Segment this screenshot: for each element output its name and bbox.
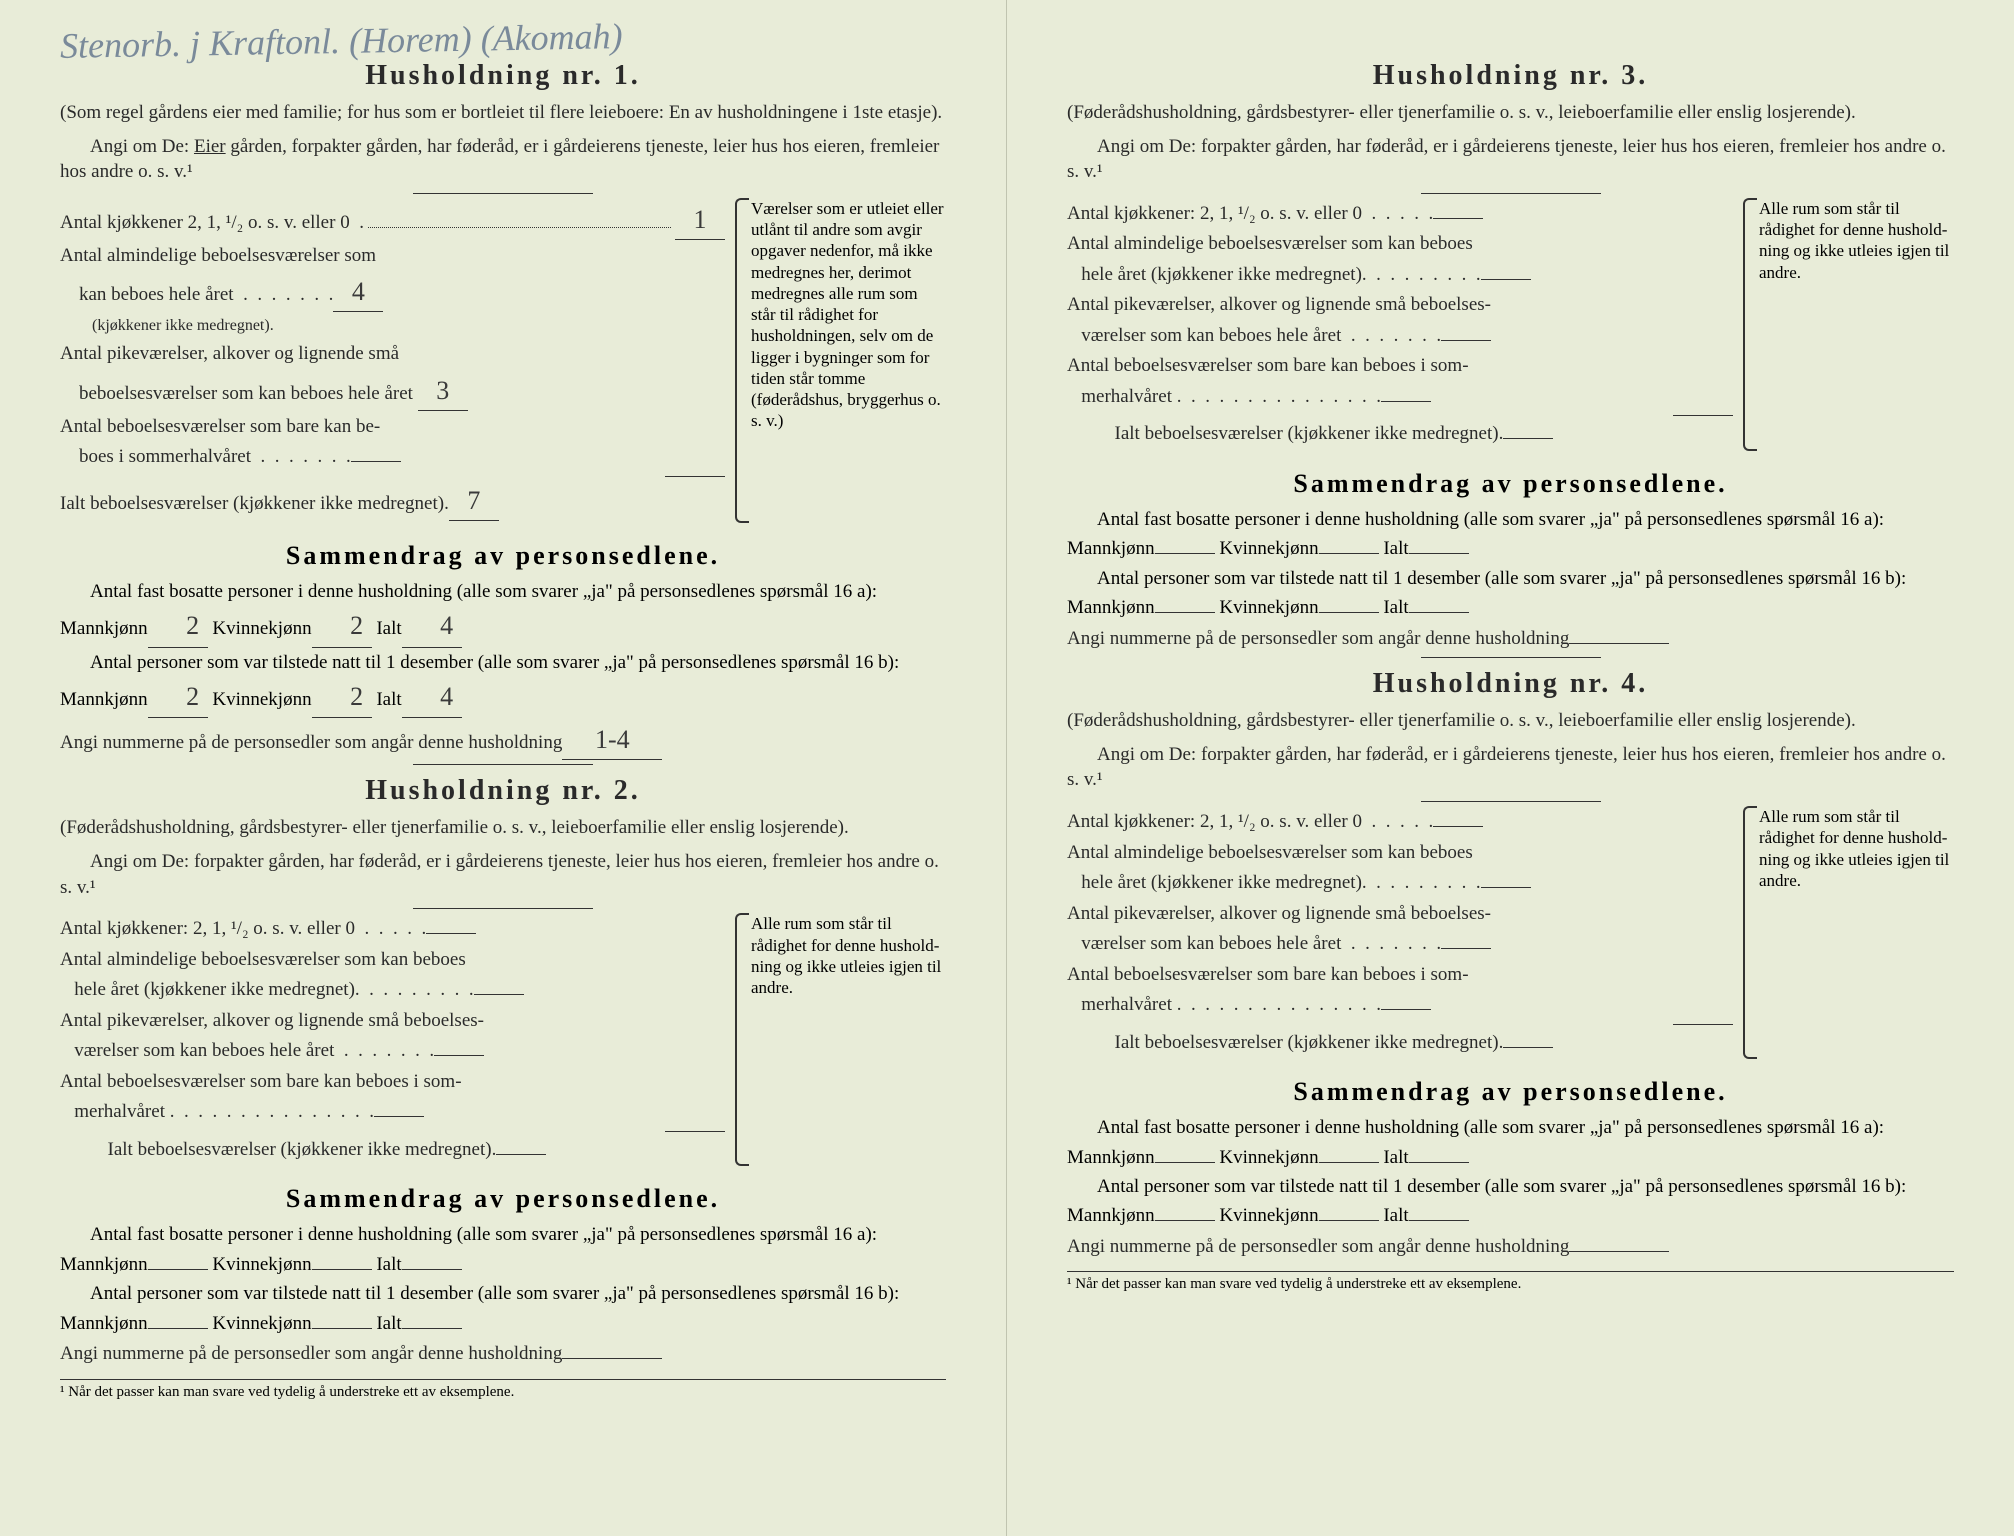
h3-angi-nummerne: Angi nummerne på de personsedler som ang… (1067, 625, 1954, 654)
h3-sammen-16b: Antal personer som var tilstede natt til… (1067, 564, 1954, 623)
h1-brace-note: Værelser som er utleiet eller utlånt til… (751, 199, 944, 431)
h1-angi: Angi om De: Eier gården, forpakter gårde… (60, 134, 946, 185)
divider (413, 193, 593, 194)
h2-sammen-title: Sammendrag av personsedlene. (60, 1184, 946, 1214)
h1-sammen-16a: Antal fast bosatte personer i denne hush… (60, 577, 946, 648)
h3-brace-note: Alle rum som står til rådighet for denne… (1759, 199, 1949, 282)
h1-pike-value: 3 (418, 371, 468, 411)
h2-ialt-b (402, 1328, 462, 1329)
h4-kjokkener-value (1433, 826, 1483, 827)
h4-alm-value (1481, 887, 1531, 888)
h2-brace-note: Alle rum som står til rådighet for denne… (751, 914, 941, 997)
h4-mann-b (1155, 1220, 1215, 1221)
h2-kjokkener-value (426, 933, 476, 934)
brace-icon (1743, 806, 1757, 1059)
h3-alm-value (1481, 279, 1531, 280)
h2-angi-num-value (562, 1358, 662, 1359)
h4-sammen-16a: Antal fast bosatte personer i denne hush… (1067, 1113, 1954, 1172)
h2-kvinne-a (312, 1269, 372, 1270)
h3-mann-a (1155, 553, 1215, 554)
h1-title: Husholdning nr. 1. (60, 60, 946, 92)
h2-alm-value (474, 994, 524, 995)
h1-kjokkener-value: 1 (675, 200, 725, 240)
brace-icon (1743, 198, 1757, 451)
h3-ialt-a (1409, 553, 1469, 554)
h3-angi: Angi om De: forpakter gården, har føderå… (1067, 134, 1954, 185)
h4-ialt-a (1409, 1162, 1469, 1163)
h2-kvinne-b (312, 1328, 372, 1329)
h4-kvinne-b (1319, 1220, 1379, 1221)
h1-sammen-title: Sammendrag av personsedlene. (60, 541, 946, 571)
h4-angi-nummerne: Angi nummerne på de personsedler som ang… (1067, 1233, 1954, 1262)
h2-angi-nummerne: Angi nummerne på de personsedler som ang… (60, 1340, 946, 1369)
h4-ialt-value (1503, 1047, 1553, 1048)
h4-angi: Angi om De: forpakter gården, har føderå… (1067, 742, 1954, 793)
h3-title: Husholdning nr. 3. (1067, 60, 1954, 92)
h3-mann-b (1155, 612, 1215, 613)
h3-kvinne-a (1319, 553, 1379, 554)
divider (1421, 801, 1601, 802)
h4-title: Husholdning nr. 4. (1067, 668, 1954, 700)
h4-ialt-b (1409, 1220, 1469, 1221)
h1-mann-b: 2 (148, 677, 208, 718)
h2-subtitle: (Føderådshusholdning, gårdsbestyrer- ell… (60, 815, 946, 841)
h1-sommer-value (351, 461, 401, 462)
page-left: Stenorb. j Kraftonl. (Horem) (Akomah) Hu… (0, 0, 1007, 1536)
h1-ialt-value: 7 (449, 481, 499, 521)
h3-ialt-b (1409, 612, 1469, 613)
h2-angi: Angi om De: forpakter gården, har føderå… (60, 849, 946, 900)
divider (413, 908, 593, 909)
h4-kvinne-a (1319, 1162, 1379, 1163)
footnote-left: ¹ Når det passer kan man svare ved tydel… (60, 1379, 946, 1401)
page-right: Husholdning nr. 3. (Føderådshusholdning,… (1007, 0, 2014, 1536)
h3-rooms-block: Antal kjøkkener: 2, 1, ¹/₂ o. s. v. elle… (1067, 198, 1954, 451)
h4-pike-value (1441, 948, 1491, 949)
h4-rooms-block: Antal kjøkkener: 2, 1, ¹/₂ o. s. v. elle… (1067, 806, 1954, 1059)
h3-sammen-16a: Antal fast bosatte personer i denne hush… (1067, 505, 1954, 564)
h1-angi-nummerne: Angi nummerne på de personsedler som ang… (60, 720, 946, 760)
h2-title: Husholdning nr. 2. (60, 775, 946, 807)
h3-angi-num-value (1569, 643, 1669, 644)
h4-sommer-value (1381, 1009, 1431, 1010)
h4-mann-a (1155, 1162, 1215, 1163)
h2-sammen-16b: Antal personer som var tilstede natt til… (60, 1279, 946, 1338)
h2-mann-a (148, 1269, 208, 1270)
h2-sommer-value (374, 1116, 424, 1117)
divider (1421, 193, 1601, 194)
h4-sammen-16b: Antal personer som var tilstede natt til… (1067, 1172, 1954, 1231)
h1-sammen-16b: Antal personer som var tilstede natt til… (60, 648, 946, 719)
h4-angi-num-value (1569, 1251, 1669, 1252)
h1-subtitle: (Som regel gårdens eier med familie; for… (60, 100, 946, 126)
h2-sammen-16a: Antal fast bosatte personer i denne hush… (60, 1220, 946, 1279)
h1-mann-a: 2 (148, 606, 208, 647)
h3-ialt-value (1503, 438, 1553, 439)
h2-pike-value (434, 1055, 484, 1056)
h3-subtitle: (Føderådshusholdning, gårdsbestyrer- ell… (1067, 100, 1954, 126)
h1-rooms-block: Antal kjøkkener 2, 1, ¹/₂ o. s. v. eller… (60, 198, 946, 523)
h1-alm-value: 4 (333, 272, 383, 312)
h4-brace-note: Alle rum som står til rådighet for denne… (1759, 807, 1949, 890)
h1-ialt-a: 4 (402, 606, 462, 647)
h3-kjokkener-value (1433, 218, 1483, 219)
brace-icon (735, 913, 749, 1166)
divider (413, 764, 593, 765)
h2-mann-b (148, 1328, 208, 1329)
h3-sommer-value (1381, 401, 1431, 402)
h2-ialt-value (496, 1154, 546, 1155)
h1-ialt-b: 4 (402, 677, 462, 718)
h2-rooms-block: Antal kjøkkener: 2, 1, ¹/₂ o. s. v. elle… (60, 913, 946, 1166)
divider (1421, 657, 1601, 658)
h4-subtitle: (Føderådshusholdning, gårdsbestyrer- ell… (1067, 708, 1954, 734)
footnote-right: ¹ Når det passer kan man svare ved tydel… (1067, 1271, 1954, 1293)
h1-kvinne-a: 2 (312, 606, 372, 647)
h3-sammen-title: Sammendrag av personsedlene. (1067, 469, 1954, 499)
brace-icon (735, 198, 749, 523)
h1-angi-num-value: 1-4 (562, 720, 662, 760)
h4-sammen-title: Sammendrag av personsedlene. (1067, 1077, 1954, 1107)
h2-ialt-a (402, 1269, 462, 1270)
h1-kvinne-b: 2 (312, 677, 372, 718)
h3-kvinne-b (1319, 612, 1379, 613)
h3-pike-value (1441, 340, 1491, 341)
